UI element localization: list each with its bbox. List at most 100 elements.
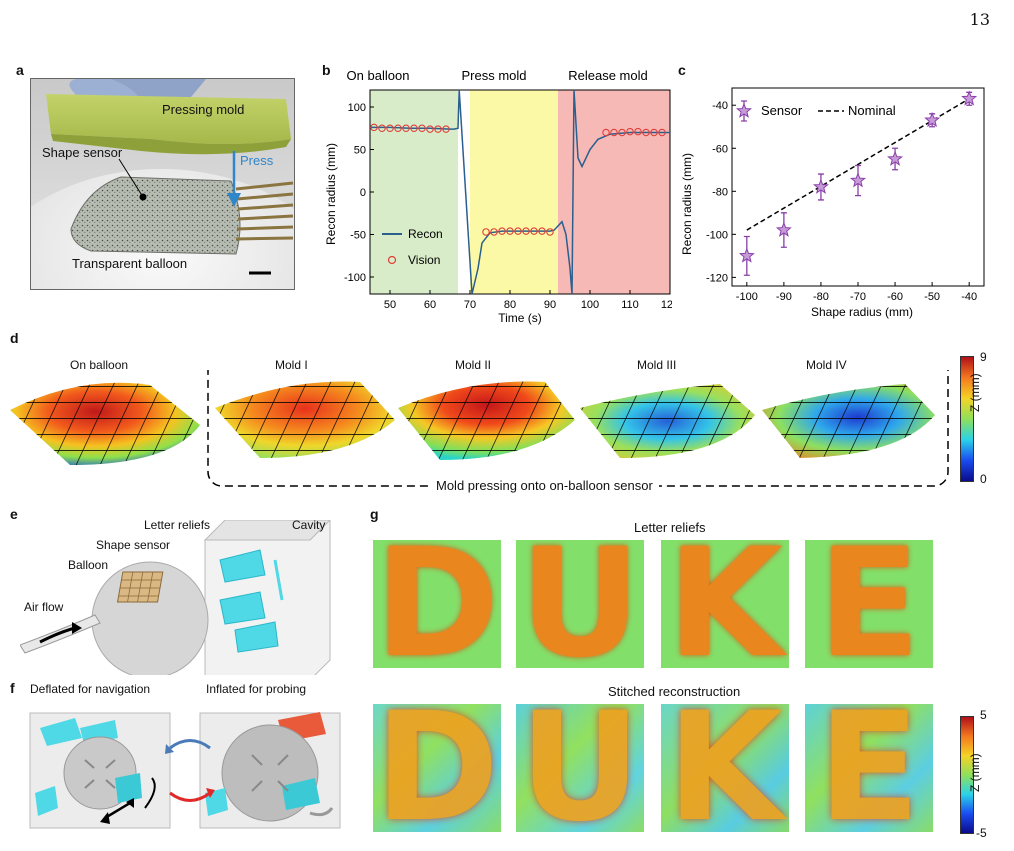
phase-band-0 <box>370 90 458 294</box>
page-number: 13 <box>969 10 990 29</box>
label-letter-reliefs-g: Letter reliefs <box>634 520 706 535</box>
series-sensor-point <box>775 221 792 237</box>
legend-recon-label: Recon <box>408 227 443 241</box>
series-vision-point <box>610 128 618 137</box>
series-vision-point <box>402 124 410 132</box>
series-vision-point <box>538 227 546 235</box>
surface-mold-i <box>215 381 395 458</box>
series-sensor-point <box>849 172 867 188</box>
chart-c-ylabel: Recon radius (mm) <box>680 153 694 255</box>
series-vision-point <box>418 124 426 132</box>
series-vision-point <box>498 227 506 235</box>
colorbar-d-min: 0 <box>980 472 987 486</box>
inflated-cavity <box>199 712 341 829</box>
relief-letter-k: K <box>666 540 784 668</box>
chart-b-xtick-label: 50 <box>384 299 396 311</box>
chart-b-xtick-label: 60 <box>424 299 436 311</box>
label-balloon-e: Balloon <box>68 558 109 572</box>
schematic-balloon-cavity <box>20 520 331 675</box>
series-vision-point <box>522 227 530 235</box>
chart-b-ytick-label: -50 <box>350 230 366 242</box>
chart-b-xtick-label: 110 <box>621 299 639 311</box>
label-mold-ii: Mold II <box>455 358 492 372</box>
letter-relief-top <box>219 549 266 583</box>
series-sensor-point <box>924 111 941 128</box>
chart-b-ylabel: Recon radius (mm) <box>324 143 338 245</box>
chart-b-ytick-label: 0 <box>360 187 366 199</box>
legend-sensor-label: Sensor <box>761 103 803 118</box>
label-mold-iii: Mold III <box>637 358 677 372</box>
series-vision-point <box>530 227 538 235</box>
chart-c-ytick-label: -40 <box>712 100 728 112</box>
phase-release-mold: Release mold <box>568 68 648 83</box>
label-cavity: Cavity <box>292 518 326 532</box>
series-vision-point <box>602 128 610 137</box>
series-vision-point <box>490 228 498 236</box>
chart-b-xtick-label: 80 <box>504 299 516 311</box>
series-vision-point <box>378 124 386 132</box>
legend-nominal-label: Nominal <box>848 103 896 118</box>
chart-b-xtick-label: 120 <box>661 299 672 311</box>
chart-c-ytick-label: -100 <box>706 229 728 241</box>
recon-letter-d: D <box>374 704 500 832</box>
label-deflated: Deflated for navigation <box>30 682 151 696</box>
chart-b-xtick-label: 70 <box>464 299 476 311</box>
series-sensor-point <box>961 90 978 106</box>
letter-relief-bottom <box>234 621 279 653</box>
series-vision-point <box>370 123 378 132</box>
phase-band-2 <box>558 90 670 294</box>
label-stitched-reconstruction: Stitched reconstruction <box>608 684 741 699</box>
surface-plots <box>10 370 949 487</box>
schematic-deflate-inflate <box>29 712 341 829</box>
series-vision-point <box>650 128 658 137</box>
series-vision-point <box>386 124 394 132</box>
series-vision-point <box>434 125 442 133</box>
chart-c-xtick-label: -60 <box>887 291 903 303</box>
series-vision-point <box>426 125 434 133</box>
chart-b-ytick-label: 50 <box>354 145 366 157</box>
chart-c-recon-vs-shape: -100 -90 -80 -70 -60 -50 -40-40-60-80-100-120 … <box>680 87 985 319</box>
chart-c-ytick-label: -60 <box>712 143 728 155</box>
phase-on-balloon: On balloon <box>347 68 410 83</box>
chart-b-ytick-label: 100 <box>348 102 366 114</box>
chart-c-xlabel: Shape radius (mm) <box>811 305 913 319</box>
chart-b-xtick-label: 90 <box>544 299 556 311</box>
chart-b-xlabel: Time (s) <box>498 311 542 325</box>
relief-heatmap-k: K <box>661 540 789 668</box>
label-inflated: Inflated for probing <box>206 682 307 696</box>
series-vision-point <box>394 124 402 132</box>
chart-c-ytick-label: -120 <box>706 272 728 284</box>
relief-heatmap-e: E <box>805 540 933 668</box>
recon-letter-e: E <box>817 704 921 832</box>
label-shape-sensor-a: Shape sensor <box>42 145 123 160</box>
chart-b-recon-vs-time: 50 60 70 80 90 100 110 120 100 50 0 -50 -100 On ball… <box>324 68 672 325</box>
label-mold-pressing-caption: Mold pressing onto on-balloon sensor <box>430 478 659 493</box>
panel-label-g: g <box>370 506 379 522</box>
chart-c-xtick-label: -90 <box>776 291 792 303</box>
panel-label-e: e <box>10 506 18 522</box>
series-vision-point <box>618 128 626 137</box>
series-vision-point <box>546 228 554 236</box>
panel-label-a: a <box>16 62 24 78</box>
label-mold-i: Mold I <box>275 358 308 372</box>
surface-mold-iii <box>580 384 755 458</box>
panel-label-b: b <box>322 62 331 78</box>
panel-label-d: d <box>10 330 19 346</box>
recon-letter-k: K <box>666 704 784 832</box>
series-sensor-point <box>812 178 829 194</box>
recon-heatmap-e: E <box>805 704 933 832</box>
phase-band-1 <box>470 90 558 294</box>
chart-c-ytick-label: -80 <box>712 186 728 198</box>
series-nominal-line <box>746 98 970 231</box>
phase-press-mold: Press mold <box>461 68 526 83</box>
colorbar-g-label: Z (mm) <box>968 753 982 792</box>
colorbar-g <box>960 716 974 834</box>
legend-vision-label: Vision <box>408 253 440 267</box>
surface-on-balloon <box>10 382 200 465</box>
series-sensor-point <box>738 247 755 263</box>
cycle-arrow-blue <box>169 739 211 750</box>
relief-letter-u: U <box>519 540 641 668</box>
letter-relief-mid <box>219 591 266 625</box>
recon-heatmap-u: U <box>516 704 644 832</box>
series-sensor-point <box>887 150 904 166</box>
